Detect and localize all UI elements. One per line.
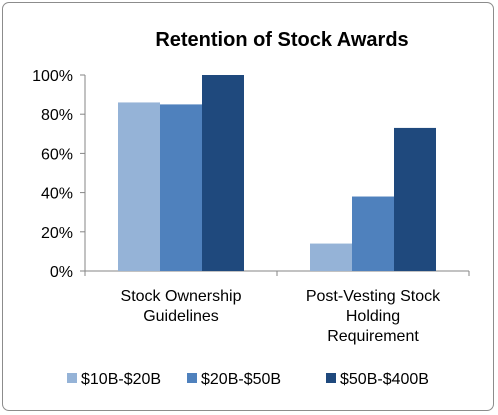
- bar: [310, 243, 352, 271]
- legend-label: $10B-$20B: [81, 371, 161, 388]
- y-tick-label: 80%: [41, 107, 73, 124]
- y-tick-label: 0%: [50, 264, 73, 281]
- category-label: Post-Vesting Stock Holding Requirement: [306, 288, 441, 345]
- legend: $10B-$20B $20B-$50B $50B-$400B: [67, 371, 429, 388]
- category-label: Stock Ownership Guidelines: [121, 288, 242, 325]
- category-label-line: Holding: [346, 308, 400, 325]
- legend-swatch: [67, 373, 77, 383]
- category-label-line: Stock Ownership: [121, 288, 242, 305]
- legend-label: $20B-$50B: [201, 371, 281, 388]
- legend-swatch: [326, 373, 336, 383]
- bars: [118, 75, 436, 272]
- y-tick-labels: 0% 20% 40% 60% 80% 100%: [32, 68, 73, 281]
- bar: [202, 75, 244, 271]
- bar: [118, 102, 160, 271]
- y-tick-label: 60%: [41, 146, 73, 163]
- category-labels: Stock Ownership Guidelines Post-Vesting St…: [121, 288, 442, 345]
- legend-label: $50B-$400B: [340, 371, 429, 388]
- y-tick-label: 100%: [32, 68, 73, 85]
- bar: [394, 127, 436, 271]
- legend-swatch: [187, 373, 197, 383]
- chart-title: Retention of Stock Awards: [155, 29, 408, 51]
- bar: [352, 196, 394, 271]
- bar: [160, 104, 202, 272]
- category-label-line: Post-Vesting Stock: [306, 288, 441, 305]
- category-label-line: Requirement: [327, 328, 419, 345]
- y-tick-label: 20%: [41, 225, 73, 242]
- y-tick-label: 40%: [41, 186, 73, 203]
- category-label-line: Guidelines: [143, 308, 219, 325]
